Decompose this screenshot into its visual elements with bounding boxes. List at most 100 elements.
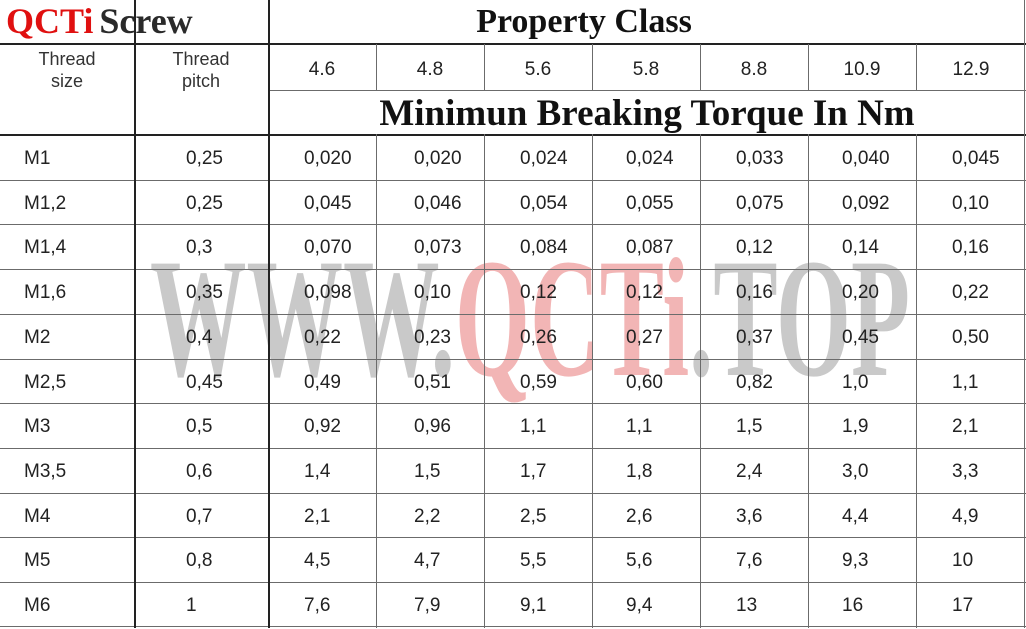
- thread-size-line1: Thread: [38, 49, 96, 69]
- table-row: M2,5 0,45 0,49 0,51 0,59 0,60 0,82 1,0 1,1: [0, 360, 1026, 404]
- torque-value-cell: 0,12: [736, 237, 773, 259]
- torque-value-cell: 0,073: [414, 237, 462, 259]
- thread-pitch-cell: 1: [186, 595, 197, 616]
- torque-value-cell: 9,3: [842, 550, 869, 572]
- thread-size-cell: M3: [24, 416, 51, 438]
- grid-line-horizontal: [0, 537, 1026, 539]
- grid-line-vertical: [268, 0, 270, 628]
- torque-value-cell: 1,0: [842, 371, 869, 393]
- torque-value-cell: 7,6: [304, 595, 331, 616]
- table-row: M3,5 0,6 1,4 1,5 1,7 1,8 2,4 3,0 3,3: [0, 449, 1026, 493]
- torque-value-cell: 0,075: [736, 192, 784, 214]
- grid-line-vertical: [700, 44, 701, 90]
- table-row: M3 0,5 0,92 0,96 1,1 1,1 1,5 1,9 2,1: [0, 404, 1026, 448]
- torque-value-cell: 3,6: [736, 505, 763, 527]
- torque-value-cell: 13: [736, 595, 758, 616]
- brand-logo: QCTi Screw: [0, 0, 288, 42]
- torque-value-cell: 0,054: [520, 192, 568, 214]
- class-header-cell: 5.8: [632, 59, 660, 80]
- thread-size-cell: M6: [24, 595, 51, 616]
- torque-value-cell: 16: [842, 595, 864, 616]
- torque-value-cell: 0,046: [414, 192, 462, 214]
- torque-value-cell: 1,1: [520, 416, 547, 438]
- torque-value-cell: 0,16: [736, 282, 773, 304]
- torque-value-cell: 0,37: [736, 326, 773, 348]
- brand-qcti: QCTi: [6, 1, 94, 41]
- torque-value-cell: 2,2: [414, 505, 441, 527]
- torque-value-cell: 7,9: [414, 595, 441, 616]
- torque-value-cell: 0,12: [626, 282, 663, 304]
- torque-value-cell: 0,26: [520, 326, 557, 348]
- class-header-cell: 4.8: [416, 59, 444, 80]
- torque-value-cell: 2,4: [736, 460, 763, 482]
- torque-value-cell: 0,070: [304, 237, 352, 259]
- grid-line-vertical: [592, 44, 593, 90]
- torque-value-cell: 0,23: [414, 326, 451, 348]
- grid-line-horizontal: [0, 582, 1026, 583]
- thread-size-cell: M2,5: [24, 371, 67, 393]
- torque-value-cell: 0,16: [952, 237, 989, 259]
- grid-line-vertical: [592, 134, 593, 628]
- thread-size-cell: M2: [24, 326, 51, 348]
- thread-pitch-cell: 0,4: [186, 326, 213, 348]
- thread-size-cell: M1,6: [24, 282, 67, 304]
- class-header-cell: 10.9: [843, 59, 881, 80]
- grid-line-vertical: [1024, 0, 1025, 628]
- grid-line-horizontal: [0, 179, 1026, 181]
- grid-line-vertical: [484, 44, 485, 90]
- thread-size-cell: M1: [24, 148, 51, 169]
- torque-value-cell: 2,1: [304, 505, 331, 527]
- torque-value-cell: 10: [952, 550, 974, 572]
- thread-size-cell: M4: [24, 505, 51, 527]
- torque-value-cell: 9,4: [626, 595, 653, 616]
- torque-value-cell: 4,5: [304, 550, 331, 572]
- torque-value-cell: 17: [952, 595, 974, 616]
- torque-value-cell: 3,0: [842, 460, 869, 482]
- thread-pitch-cell: 0,8: [186, 550, 213, 572]
- thread-size-cell: M1,4: [24, 237, 67, 259]
- grid-line-vertical: [376, 44, 377, 90]
- grid-line-horizontal: [0, 313, 1026, 315]
- torque-value-cell: 0,045: [952, 148, 1000, 169]
- table-row: M4 0,7 2,1 2,2 2,5 2,6 3,6 4,4 4,9: [0, 494, 1026, 538]
- grid-line-vertical: [700, 134, 701, 628]
- torque-value-cell: 0,49: [304, 371, 341, 393]
- torque-value-cell: 1,9: [842, 416, 869, 438]
- thread-pitch-cell: 0,25: [186, 148, 223, 169]
- torque-value-cell: 2,1: [952, 416, 979, 438]
- grid-line-vertical: [484, 134, 485, 628]
- grid-line-vertical: [134, 0, 136, 628]
- torque-value-cell: 4,9: [952, 505, 979, 527]
- torque-value-cell: 1,8: [626, 460, 653, 482]
- torque-value-cell: 2,6: [626, 505, 653, 527]
- thread-size-cell: M5: [24, 550, 51, 572]
- thread-pitch-cell: 0,35: [186, 282, 223, 304]
- torque-value-cell: 0,59: [520, 371, 557, 393]
- thread-pitch-cell: 0,45: [186, 371, 223, 393]
- property-class-title: Property Class: [476, 3, 692, 40]
- torque-value-cell: 3,3: [952, 460, 979, 482]
- thread-pitch-cell: 0,6: [186, 460, 213, 482]
- thread-pitch-cell: 0,3: [186, 237, 213, 259]
- grid-line-horizontal: [0, 492, 1026, 494]
- torque-value-cell: 0,22: [304, 326, 341, 348]
- grid-line-horizontal: [0, 43, 1026, 45]
- torque-value-cell: 5,5: [520, 550, 547, 572]
- thread-pitch-line2: pitch: [181, 71, 221, 91]
- thread-pitch-header: Thread pitch: [136, 48, 266, 132]
- torque-value-cell: 0,033: [736, 148, 784, 169]
- torque-value-cell: 1,5: [736, 416, 763, 438]
- class-header-cell: 4.6: [308, 59, 336, 80]
- class-header-cell: 8.8: [740, 59, 768, 80]
- torque-value-cell: 4,4: [842, 505, 869, 527]
- grid-line-horizontal: [0, 134, 1026, 136]
- torque-value-cell: 7,6: [736, 550, 763, 572]
- table-row: M6 1 7,6 7,9 9,1 9,4 13 16 17: [0, 583, 1026, 627]
- torque-value-cell: 0,10: [952, 192, 989, 214]
- thread-size-header: Thread size: [0, 48, 134, 132]
- grid-line-horizontal: [0, 403, 1026, 405]
- grid-line-horizontal: [0, 224, 1026, 226]
- brand-screw: Screw: [99, 1, 193, 41]
- torque-value-cell: 0,60: [626, 371, 663, 393]
- torque-value-cell: 1,5: [414, 460, 441, 482]
